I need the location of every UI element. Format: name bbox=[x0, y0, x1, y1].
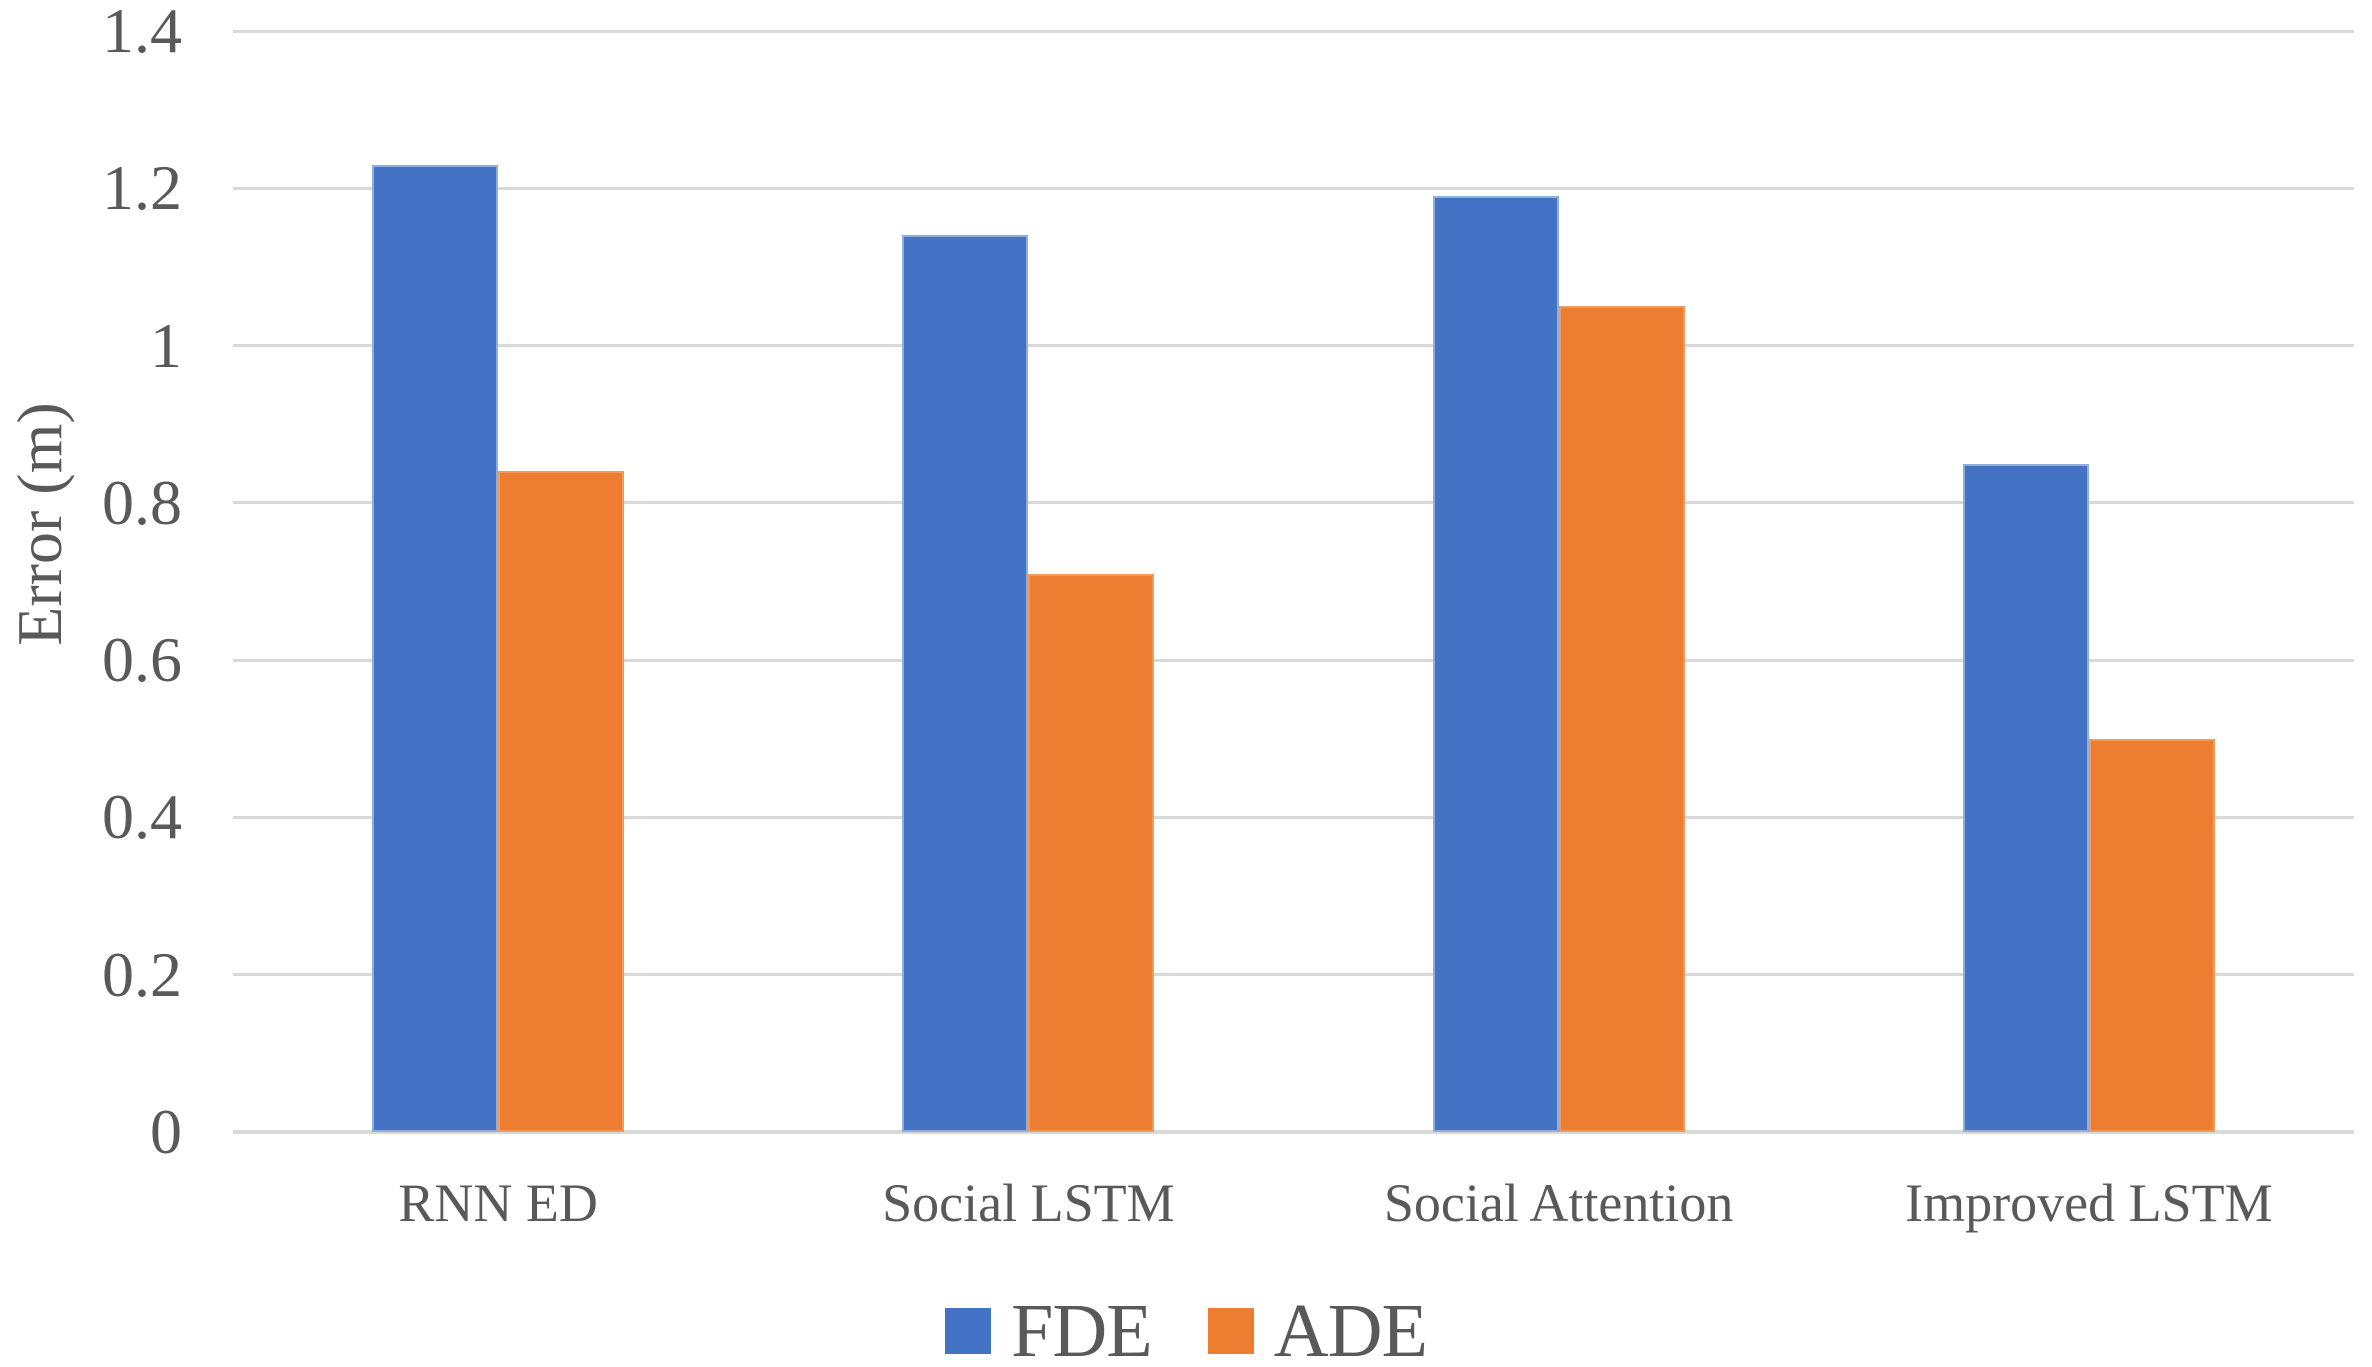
legend-swatch-ade bbox=[1207, 1308, 1254, 1354]
bar-ade bbox=[1028, 573, 1155, 1132]
y-tick-label: 0 bbox=[150, 1096, 182, 1167]
bar-fde bbox=[1432, 196, 1559, 1132]
y-tick-label: 0.4 bbox=[102, 781, 182, 853]
y-tick-label: 0.6 bbox=[102, 624, 182, 696]
gridline bbox=[233, 344, 2354, 348]
legend: FDE ADE bbox=[0, 1289, 2372, 1367]
gridline bbox=[233, 973, 2354, 977]
bar-fde bbox=[1962, 463, 2089, 1132]
x-category-label: Social Attention bbox=[1383, 1173, 1734, 1233]
gridline bbox=[233, 658, 2354, 662]
y-tick-label: 1.2 bbox=[102, 152, 182, 224]
gridline bbox=[233, 501, 2354, 505]
gridline bbox=[233, 29, 2354, 33]
legend-label: FDE bbox=[1011, 1289, 1153, 1367]
legend-label: ADE bbox=[1273, 1289, 1428, 1367]
x-category-label: Social LSTM bbox=[882, 1173, 1175, 1233]
legend-swatch-fde bbox=[945, 1308, 992, 1354]
legend-item: ADE bbox=[1207, 1289, 1428, 1367]
gridline bbox=[233, 815, 2354, 819]
x-category-label: Improved LSTM bbox=[1905, 1173, 2273, 1233]
bar-ade bbox=[498, 471, 625, 1132]
bar-ade bbox=[2088, 738, 2215, 1132]
bar-ade bbox=[1558, 306, 1685, 1132]
legend-item: FDE bbox=[945, 1289, 1153, 1367]
y-tick-label: 0.2 bbox=[102, 938, 182, 1010]
x-axis-line bbox=[233, 1130, 2354, 1134]
x-category-label: RNN ED bbox=[398, 1173, 598, 1233]
bar-fde bbox=[902, 235, 1029, 1132]
y-tick-label: 1.4 bbox=[102, 0, 182, 66]
gridline bbox=[233, 186, 2354, 190]
bar-fde bbox=[372, 164, 499, 1132]
y-tick-label: 0.8 bbox=[102, 466, 182, 538]
plot-area bbox=[233, 31, 2354, 1132]
y-tick-label: 1 bbox=[150, 309, 182, 381]
